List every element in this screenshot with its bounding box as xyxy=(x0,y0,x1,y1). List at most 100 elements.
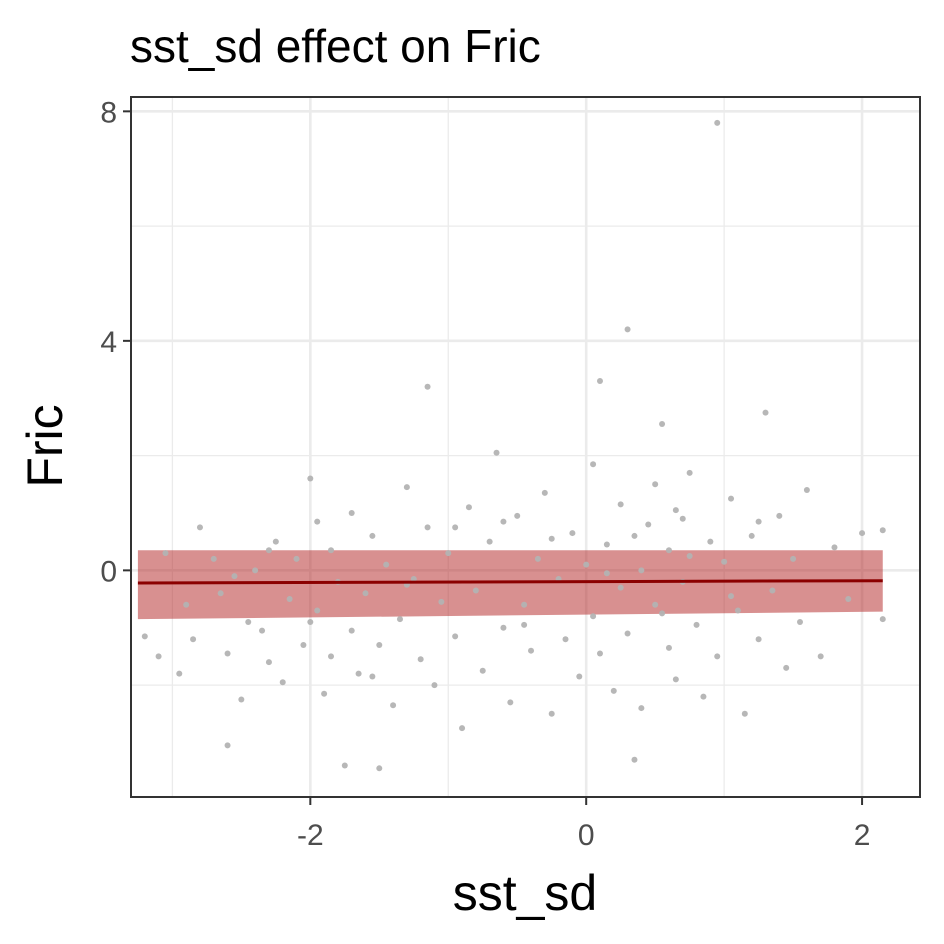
data-point xyxy=(541,489,548,496)
data-point xyxy=(631,532,638,539)
data-point xyxy=(376,641,383,648)
data-point xyxy=(659,421,666,428)
data-points xyxy=(141,119,886,772)
data-point xyxy=(548,535,555,542)
data-point xyxy=(507,699,514,706)
data-point xyxy=(796,619,803,625)
data-point xyxy=(693,621,700,628)
data-point xyxy=(755,518,762,525)
data-point xyxy=(383,561,390,568)
y-axis-ticks: 0 4 8 xyxy=(100,96,131,588)
data-point xyxy=(286,596,293,603)
data-point xyxy=(548,710,555,717)
y-tick-label: 4 xyxy=(100,326,117,359)
data-point xyxy=(817,653,824,660)
x-tick-label: -2 xyxy=(297,819,324,852)
confidence-ribbon-layer xyxy=(137,550,883,620)
data-point xyxy=(734,607,741,614)
data-point xyxy=(652,601,659,608)
data-point xyxy=(741,710,748,717)
data-point xyxy=(362,590,369,597)
data-point xyxy=(231,573,238,580)
data-point xyxy=(155,653,162,660)
data-point xyxy=(590,613,597,620)
data-point xyxy=(314,607,321,614)
x-axis-ticks: -2 0 2 xyxy=(297,797,870,852)
data-point xyxy=(196,524,203,531)
panel-border xyxy=(130,96,921,798)
data-point xyxy=(790,555,797,562)
fit-line xyxy=(137,579,883,585)
data-point xyxy=(769,587,776,594)
data-point xyxy=(686,553,693,560)
data-point xyxy=(845,596,852,603)
data-point xyxy=(321,690,328,697)
x-axis-title: sst_sd xyxy=(453,865,598,921)
y-tick-label: 0 xyxy=(100,555,117,588)
data-point xyxy=(686,469,693,476)
data-point xyxy=(596,378,603,385)
data-point xyxy=(659,610,666,617)
data-point xyxy=(645,521,652,528)
data-point xyxy=(190,636,197,643)
data-point xyxy=(879,616,886,623)
data-point xyxy=(300,641,307,648)
data-point xyxy=(562,636,569,643)
data-point xyxy=(265,659,272,666)
data-point xyxy=(307,475,314,482)
data-point xyxy=(369,532,376,539)
data-point xyxy=(576,673,583,680)
data-point xyxy=(603,570,610,577)
data-point xyxy=(348,627,355,634)
data-point xyxy=(410,575,417,582)
data-point xyxy=(762,409,769,416)
x-tick-label: 2 xyxy=(854,819,871,852)
data-point xyxy=(376,765,383,772)
data-point xyxy=(293,555,300,562)
data-point xyxy=(617,584,624,591)
data-point xyxy=(369,673,376,680)
data-point xyxy=(569,530,576,537)
data-point xyxy=(624,326,631,333)
x-tick-label: 0 xyxy=(578,819,595,852)
data-point xyxy=(348,509,355,516)
data-point xyxy=(748,532,755,539)
data-point xyxy=(217,590,224,597)
data-point xyxy=(707,538,714,545)
data-point xyxy=(224,650,231,657)
data-point xyxy=(631,756,638,763)
data-point xyxy=(583,561,590,568)
chart-title: sst_sd effect on Fric xyxy=(130,20,541,72)
data-point xyxy=(355,670,362,677)
data-point xyxy=(328,653,335,660)
data-point xyxy=(679,515,686,522)
data-point xyxy=(596,650,603,657)
data-point xyxy=(728,495,735,502)
data-point xyxy=(638,567,645,574)
confidence-ribbon xyxy=(137,550,883,620)
data-point xyxy=(403,484,410,491)
data-point xyxy=(431,682,438,689)
data-point xyxy=(700,693,707,700)
data-point xyxy=(665,547,672,554)
y-tick-label: 8 xyxy=(100,96,117,129)
data-point xyxy=(445,550,452,557)
data-point xyxy=(624,630,631,637)
data-point xyxy=(721,558,728,565)
data-point xyxy=(652,481,659,488)
data-point xyxy=(259,627,266,634)
data-point xyxy=(238,696,245,703)
data-point xyxy=(714,653,721,660)
data-point xyxy=(472,587,479,594)
data-point xyxy=(493,449,500,456)
data-point xyxy=(534,555,541,562)
data-point xyxy=(528,647,535,654)
data-point xyxy=(162,550,169,557)
data-point xyxy=(500,518,507,525)
data-point xyxy=(424,524,431,531)
data-point xyxy=(755,636,762,643)
data-point xyxy=(390,702,397,709)
data-point xyxy=(265,547,272,554)
data-point xyxy=(141,633,148,640)
